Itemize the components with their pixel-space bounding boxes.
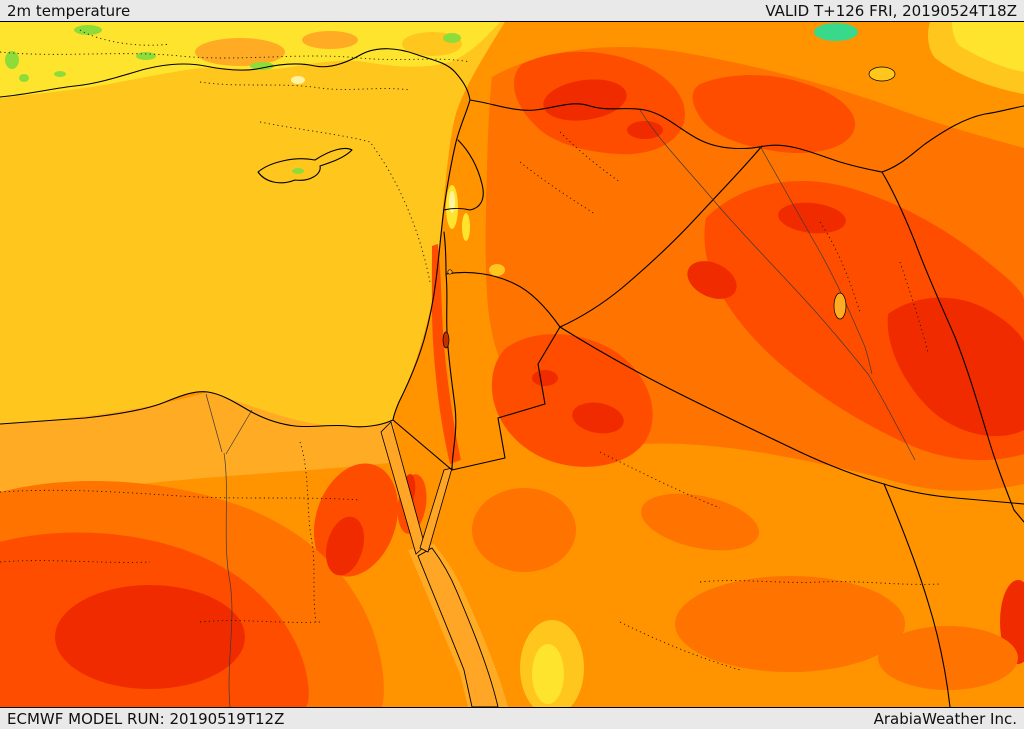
temp-green-speck-5 <box>5 51 19 69</box>
temp-deeporange-saudi-3 <box>641 493 759 551</box>
lakes <box>442 66 896 349</box>
border-syria-jordan <box>445 271 561 328</box>
dotted-egypt-1 <box>0 489 361 501</box>
temp-red-west-iraq <box>687 261 737 299</box>
dotted-sea-fir-1 <box>259 121 431 283</box>
temp-gold-jabal-druze <box>489 264 505 276</box>
dotted-syria-2 <box>559 131 621 183</box>
temp-hot-east-jordan <box>491 334 653 467</box>
lake-tharthar <box>833 292 847 320</box>
lake-van <box>868 66 896 82</box>
dead-sea <box>442 331 450 349</box>
map-title: 2m temperature <box>7 1 131 20</box>
temp-pale-turkey-lake <box>291 76 305 84</box>
footer-bar: ECMWF MODEL RUN: 20190519T12Z ArabiaWeat… <box>0 707 1024 729</box>
temp-deeporange-saudi-1 <box>675 576 905 672</box>
border-saudi-kuwait <box>883 483 951 707</box>
temp-yellow-hejaz-core <box>532 644 564 704</box>
border-syria-iraq <box>559 145 763 328</box>
dotted-turkey-1 <box>0 51 471 63</box>
dotted-egypt-2 <box>299 441 317 623</box>
temp-amber-anatolia-patch <box>195 38 285 66</box>
border-iraq-iran <box>881 171 1024 523</box>
border-iraq-saudi <box>559 326 1024 505</box>
gulf-of-suez <box>380 421 426 555</box>
valid-time-label: VALID T+126 FRI, 20190524T18Z <box>765 1 1017 20</box>
temp-red-red-sea-coast <box>325 516 365 576</box>
dotted-saudi-1 <box>599 451 721 509</box>
euphrates-river <box>639 109 869 375</box>
temp-pale-lebanon-peak <box>449 191 455 213</box>
temp-green-speck-4 <box>443 33 461 43</box>
temp-green-speck-3 <box>250 62 274 70</box>
coastlines <box>0 48 471 707</box>
border-syria-lebanon <box>443 139 484 211</box>
border-israel-egypt <box>392 419 453 471</box>
border-jordan-saudi <box>451 326 561 471</box>
gulf-of-aqaba <box>419 467 453 553</box>
dotted-iraq-2 <box>899 261 929 353</box>
temp-red-euphrates <box>627 121 663 139</box>
temp-green-speck-ne <box>814 23 858 41</box>
temp-yellow-ne-corner <box>952 22 1024 72</box>
temp-green-speck-2 <box>136 52 156 60</box>
red-sea-body <box>417 547 499 707</box>
temp-amber-egypt-coast <box>0 392 398 496</box>
cyprus-island <box>257 147 353 184</box>
red-sea <box>380 421 499 707</box>
header-bar: 2m temperature VALID T+126 FRI, 20190524… <box>0 0 1024 22</box>
model-run-label: ECMWF MODEL RUN: 20190519T12Z <box>7 709 285 728</box>
nile-delta-river <box>205 393 253 707</box>
temp-red-east-jordan <box>572 402 624 434</box>
temp-green-speck-6 <box>19 74 29 82</box>
shatt-al-arab <box>867 373 916 461</box>
country-borders <box>392 99 1024 707</box>
temp-red-azraq <box>532 370 558 386</box>
map-canvas <box>0 22 1024 707</box>
temp-red-egypt-core <box>55 585 245 689</box>
temp-gold-mediterranean <box>0 22 505 427</box>
dotted-syria-1 <box>519 161 596 215</box>
temp-hot-se-turkey <box>692 75 855 154</box>
dotted-egypt-3 <box>0 560 151 563</box>
border-turkey-ne <box>881 105 1024 173</box>
temp-yellow-antilebanon <box>462 213 470 241</box>
temp-amber-anatolia-patch2 <box>302 31 358 49</box>
temp-deeporange-nw-saudi <box>472 488 576 572</box>
rivers <box>639 109 916 461</box>
temperature-field <box>0 22 1024 707</box>
credit-label: ArabiaWeather Inc. <box>873 709 1017 728</box>
cyprus-cool-spot <box>292 168 304 174</box>
cyprus-outline <box>257 147 353 184</box>
admin-boundaries-dotted <box>0 29 941 671</box>
map-area <box>0 22 1024 707</box>
temp-deeporange-saudi-2 <box>878 626 1018 690</box>
dotted-saudi-3 <box>619 621 741 671</box>
border-turkey-south <box>469 99 883 173</box>
temp-hot-jordan-valley <box>431 244 461 464</box>
temp-red-north-syria <box>543 79 627 121</box>
temp-red-east-iraq <box>887 297 1024 437</box>
tigris-river <box>759 145 873 375</box>
temp-red-north-iraq <box>778 202 846 234</box>
temp-green-speck-1 <box>74 25 102 35</box>
temp-green-speck-7 <box>54 71 66 77</box>
sea-of-galilee <box>447 269 453 275</box>
mediterranean-coastline <box>0 48 471 428</box>
